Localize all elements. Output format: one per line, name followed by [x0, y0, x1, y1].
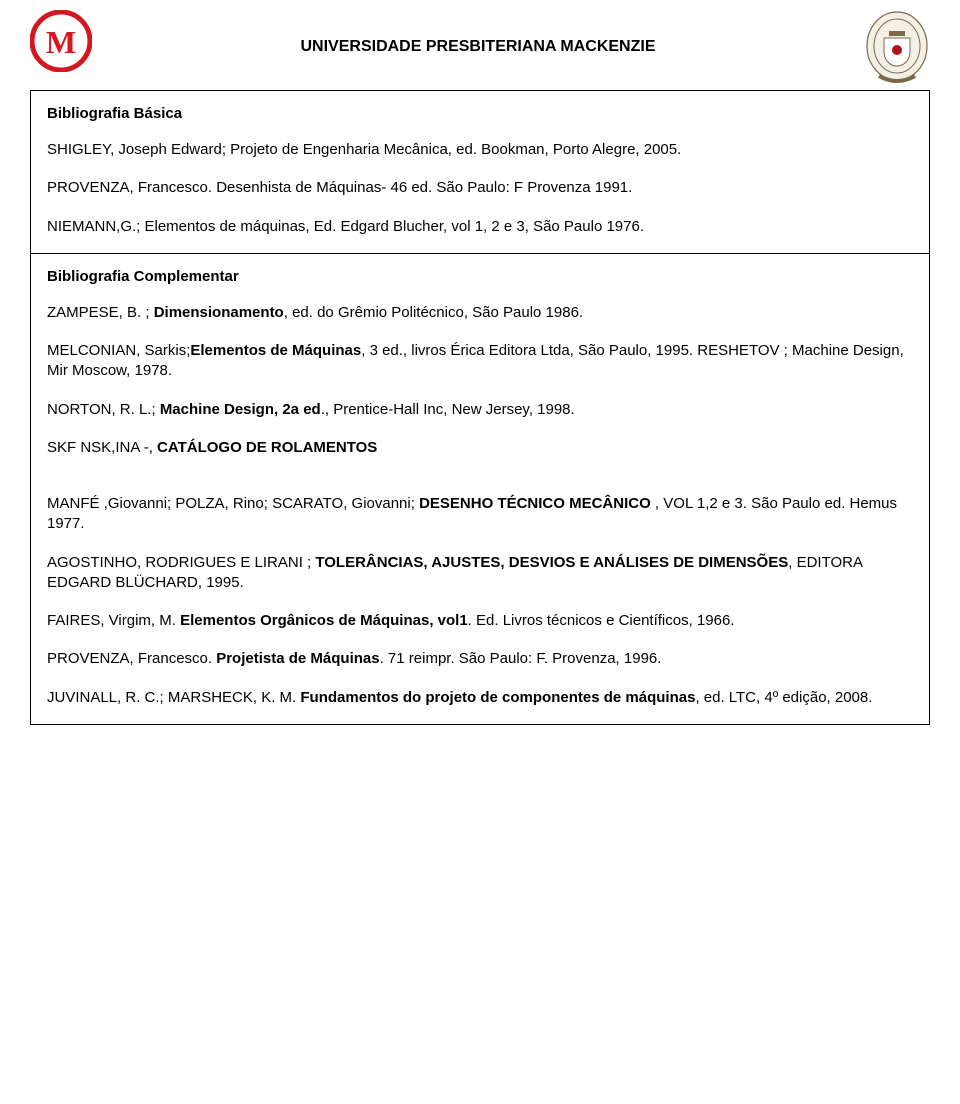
- basic-bibliography-box: Bibliografia Básica SHIGLEY, Joseph Edwa…: [30, 90, 930, 254]
- basic-ref-3: NIEMANN,G.; Elementos de máquinas, Ed. E…: [47, 217, 913, 237]
- comp-ref-1-bold: Dimensionamento: [154, 304, 284, 321]
- university-title: UNIVERSIDADE PRESBITERIANA MACKENZIE: [92, 10, 864, 56]
- comp-ref-1-post: , ed. do Grêmio Politécnico, São Paulo 1…: [284, 304, 583, 321]
- comp-ref-7-bold: Elementos Orgânicos de Máquinas, vol1: [180, 612, 468, 629]
- comp-ref-5-bold: DESENHO TÉCNICO MECÂNICO: [419, 495, 651, 512]
- comp-ref-8: PROVENZA, Francesco. Projetista de Máqui…: [47, 649, 913, 669]
- comp-ref-6-pre: AGOSTINHO, RODRIGUES E LIRANI ;: [47, 554, 315, 571]
- comp-ref-1-pre: ZAMPESE, B. ;: [47, 304, 154, 321]
- comp-ref-3: NORTON, R. L.; Machine Design, 2a ed., P…: [47, 400, 913, 420]
- comp-ref-8-bold: Projetista de Máquinas: [216, 650, 379, 667]
- comp-ref-7: FAIRES, Virgim, M. Elementos Orgânicos d…: [47, 611, 913, 631]
- comp-ref-5-pre: MANFÉ ,Giovanni; POLZA, Rino; SCARATO, G…: [47, 495, 419, 512]
- mackenzie-crest-icon: [864, 10, 930, 88]
- comp-ref-8-post: . 71 reimpr. São Paulo: F. Provenza, 199…: [380, 650, 662, 667]
- comp-ref-4: SKF NSK,INA -, CATÁLOGO DE ROLAMENTOS: [47, 438, 913, 458]
- page-header: M UNIVERSIDADE PRESBITERIANA MACKENZIE: [0, 0, 960, 90]
- comp-ref-4-bold: CATÁLOGO DE ROLAMENTOS: [157, 439, 377, 456]
- basic-title: Bibliografia Básica: [47, 105, 913, 122]
- comp-ref-2: MELCONIAN, Sarkis;Elementos de Máquinas,…: [47, 341, 913, 382]
- comp-ref-3-bold: Machine Design, 2a ed: [160, 401, 321, 418]
- comp-ref-6-bold: TOLERÂNCIAS, AJUSTES, DESVIOS E ANÁLISES…: [315, 554, 788, 571]
- comp-ref-9-pre: JUVINALL, R. C.; MARSHECK, K. M.: [47, 689, 300, 706]
- comp-ref-2-pre: MELCONIAN, Sarkis;: [47, 342, 190, 359]
- comp-ref-9-post: , ed. LTC, 4º edição, 2008.: [695, 689, 872, 706]
- svg-text:M: M: [46, 24, 76, 60]
- comp-ref-9: JUVINALL, R. C.; MARSHECK, K. M. Fundame…: [47, 688, 913, 708]
- comp-ref-6: AGOSTINHO, RODRIGUES E LIRANI ; TOLERÂNC…: [47, 553, 913, 594]
- comp-ref-8-pre: PROVENZA, Francesco.: [47, 650, 216, 667]
- complementary-bibliography-box: Bibliografia Complementar ZAMPESE, B. ; …: [30, 254, 930, 725]
- comp-title: Bibliografia Complementar: [47, 268, 913, 285]
- comp-ref-7-pre: FAIRES, Virgim, M.: [47, 612, 180, 629]
- comp-ref-9-bold: Fundamentos do projeto de componentes de…: [300, 689, 695, 706]
- comp-ref-1: ZAMPESE, B. ; Dimensionamento, ed. do Gr…: [47, 303, 913, 323]
- comp-ref-7-post: . Ed. Livros técnicos e Científicos, 196…: [468, 612, 735, 629]
- comp-ref-3-post: ., Prentice-Hall Inc, New Jersey, 1998.: [321, 401, 575, 418]
- comp-ref-5: MANFÉ ,Giovanni; POLZA, Rino; SCARATO, G…: [47, 494, 913, 535]
- basic-ref-2: PROVENZA, Francesco. Desenhista de Máqui…: [47, 178, 913, 198]
- basic-ref-1: SHIGLEY, Joseph Edward; Projeto de Engen…: [47, 140, 913, 160]
- content-area: Bibliografia Básica SHIGLEY, Joseph Edwa…: [0, 90, 960, 725]
- comp-ref-4-pre: SKF NSK,INA -,: [47, 439, 157, 456]
- mackenzie-m-logo-icon: M: [30, 10, 92, 72]
- comp-ref-2-bold: Elementos de Máquinas: [190, 342, 361, 359]
- comp-ref-3-pre: NORTON, R. L.;: [47, 401, 160, 418]
